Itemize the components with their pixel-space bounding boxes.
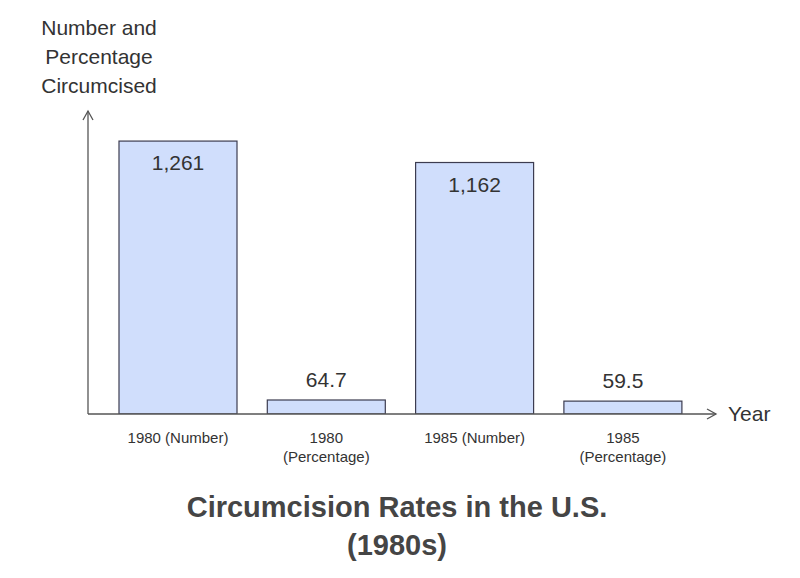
- data-label: 64.7: [306, 368, 347, 391]
- chart-title: Circumcision Rates in the U.S.(1980s): [187, 491, 608, 561]
- chart-container: 1,261 64.7 1,162 59.5 1980 (Number) 1980(Perc…: [0, 0, 800, 578]
- data-label: 59.5: [602, 369, 643, 392]
- y-axis-title: Number andPercentageCircumcised: [41, 16, 157, 97]
- y-axis: [87, 111, 88, 414]
- bar: [119, 141, 237, 414]
- bar: [564, 401, 682, 414]
- x-tick-label: 1980(Percentage): [283, 429, 370, 465]
- x-tick-label: 1980 (Number): [128, 429, 229, 446]
- x-axis: [88, 413, 716, 414]
- x-axis-title: Year: [728, 402, 770, 425]
- x-tick-label: 1985 (Number): [424, 429, 525, 446]
- bars: [119, 141, 682, 414]
- data-label: 1,162: [448, 173, 501, 196]
- chart-svg: 1,261 64.7 1,162 59.5 1980 (Number) 1980(Perc…: [0, 0, 800, 578]
- bar: [416, 163, 534, 414]
- x-tick-label: 1985(Percentage): [580, 429, 667, 465]
- bar: [267, 400, 385, 414]
- data-label: 1,261: [152, 151, 205, 174]
